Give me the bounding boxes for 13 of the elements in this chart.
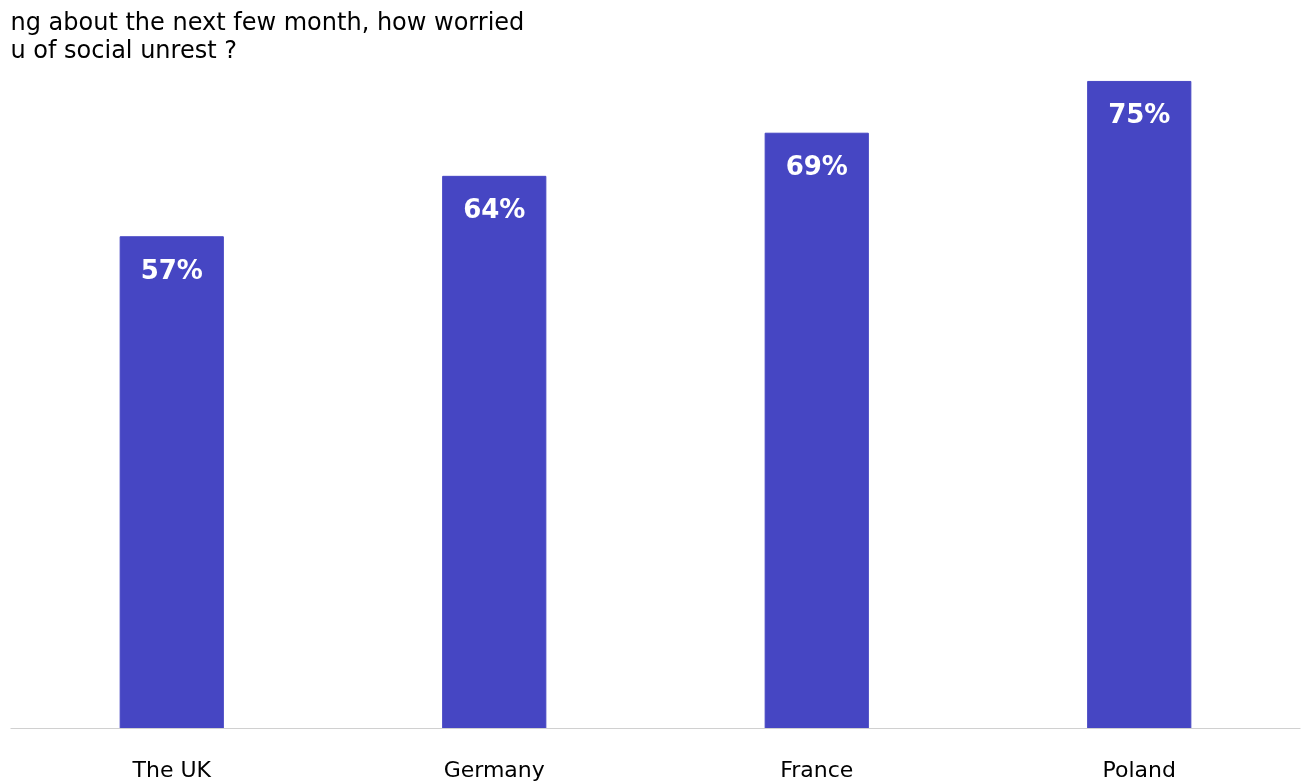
x-tick-label: The UK (131, 756, 212, 782)
x-tick-label: Germany (443, 756, 545, 782)
x-tick-label: Poland (1102, 756, 1176, 782)
data-label: 75% (1108, 99, 1171, 130)
data-label: 57% (140, 254, 203, 285)
data-label: 69% (785, 151, 848, 182)
bar (1087, 80, 1192, 729)
bar (764, 132, 869, 729)
chart-title: ng about the next few month, how worried u of social unrest ? (10, 7, 525, 64)
bar (442, 175, 547, 729)
bar (119, 236, 224, 729)
data-label: 64% (463, 194, 526, 225)
x-tick-label: France (780, 756, 854, 782)
